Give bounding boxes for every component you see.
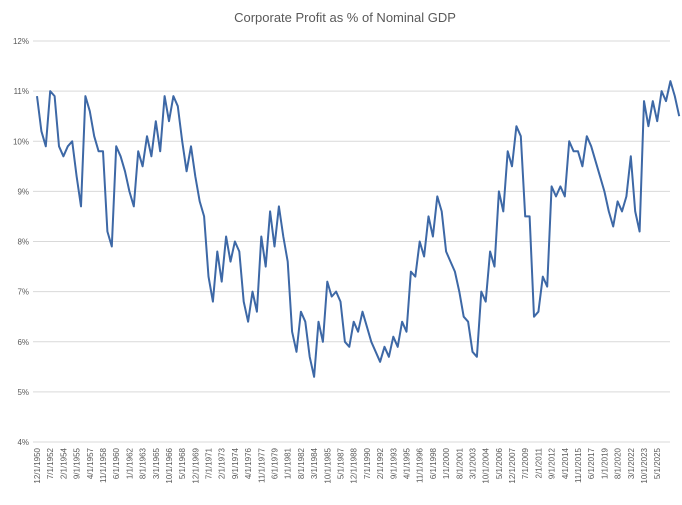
x-tick-label: 8/1/2020 xyxy=(614,447,623,479)
x-tick-label: 10/1/1966 xyxy=(165,447,174,483)
x-tick-label: 5/1/2006 xyxy=(495,447,504,479)
x-tick-label: 9/1/1993 xyxy=(389,447,398,479)
x-tick-label: 3/1/1984 xyxy=(310,447,319,479)
x-tick-label: 10/1/2023 xyxy=(640,447,649,483)
chart-title: Corporate Profit as % of Nominal GDP xyxy=(234,10,456,25)
y-tick-label: 5% xyxy=(17,388,29,397)
x-tick-label: 10/1/1985 xyxy=(323,447,332,483)
x-tick-label: 2/1/1992 xyxy=(376,447,385,479)
x-tick-label: 2/1/1973 xyxy=(218,447,227,479)
x-tick-label: 11/1/2015 xyxy=(574,447,583,483)
x-tick-label: 12/1/1950 xyxy=(33,447,42,483)
x-tick-label: 8/1/1982 xyxy=(297,447,306,479)
y-tick-label: 10% xyxy=(13,137,29,146)
y-tick-label: 11% xyxy=(14,87,29,96)
y-tick-label: 6% xyxy=(17,338,29,347)
x-tick-label: 12/1/1988 xyxy=(350,447,359,483)
x-tick-label: 8/1/2001 xyxy=(455,447,464,479)
x-tick-label: 6/1/1979 xyxy=(271,447,280,479)
x-tick-label: 2/1/1954 xyxy=(59,447,68,479)
x-tick-label: 1/1/2019 xyxy=(600,447,609,479)
x-tick-label: 7/1/1990 xyxy=(363,447,372,479)
x-tick-label: 6/1/1960 xyxy=(112,447,121,479)
x-tick-label: 9/1/1955 xyxy=(73,447,82,479)
x-tick-label: 4/1/1957 xyxy=(86,447,95,479)
x-tick-label: 2/1/2011 xyxy=(534,447,543,478)
x-tick-label: 1/1/1981 xyxy=(284,447,293,479)
x-tick-label: 12/1/2007 xyxy=(508,447,517,483)
x-tick-label: 7/1/1952 xyxy=(46,447,55,479)
y-tick-label: 9% xyxy=(17,187,29,196)
x-tick-label: 3/1/2003 xyxy=(468,447,477,479)
x-tick-label: 10/1/2004 xyxy=(482,447,491,483)
y-tick-label: 12% xyxy=(13,37,29,46)
x-tick-label: 3/1/1965 xyxy=(152,447,161,479)
x-tick-label: 4/1/2014 xyxy=(561,447,570,479)
x-tick-label: 11/1/1996 xyxy=(416,447,425,483)
x-tick-label: 6/1/1998 xyxy=(429,447,438,479)
x-tick-label: 5/1/1968 xyxy=(178,447,187,479)
x-tick-label: 9/1/2012 xyxy=(548,447,557,479)
x-tick-label: 4/1/1995 xyxy=(402,447,411,479)
x-tick-label: 7/1/1971 xyxy=(205,447,214,479)
data-line xyxy=(36,80,681,378)
y-tick-label: 4% xyxy=(17,438,29,447)
x-tick-label: 12/1/1969 xyxy=(191,447,200,483)
x-tick-label: 1/1/2000 xyxy=(442,447,451,479)
x-tick-label: 4/1/1976 xyxy=(244,447,253,479)
x-tick-label: 1/1/1962 xyxy=(125,447,134,479)
x-tick-label: 9/1/1974 xyxy=(231,447,240,479)
x-tick-label: 7/1/2009 xyxy=(521,447,530,479)
x-tick-label: 3/1/2022 xyxy=(627,447,636,479)
x-tick-label: 6/1/2017 xyxy=(587,447,596,479)
y-tick-label: 8% xyxy=(17,238,29,247)
x-tick-label: 5/1/1987 xyxy=(337,447,346,479)
x-tick-label: 8/1/1963 xyxy=(139,447,148,479)
x-tick-label: 11/1/1977 xyxy=(257,447,266,483)
x-tick-label: 11/1/1958 xyxy=(99,447,108,483)
x-tick-label: 5/1/2025 xyxy=(653,447,662,479)
y-tick-label: 7% xyxy=(17,288,29,297)
